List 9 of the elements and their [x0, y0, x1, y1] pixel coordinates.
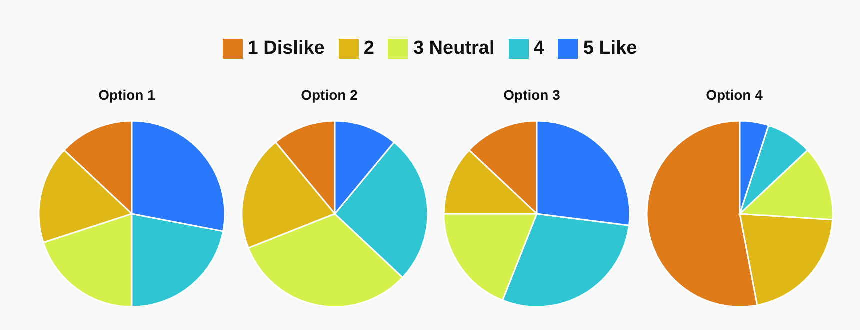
- legend-label: 4: [534, 38, 544, 60]
- legend-label: 1 Dislike: [248, 38, 325, 60]
- legend-label: 5 Like: [583, 38, 638, 60]
- chart-title: Option 2: [300, 86, 359, 105]
- text: Option 1: [98, 86, 156, 105]
- chart-title: Option 4: [705, 86, 764, 105]
- legend-label: 3 Neutral: [413, 38, 495, 60]
- chart-title: Option 3: [502, 86, 562, 105]
- legend-label: 2: [364, 38, 374, 60]
